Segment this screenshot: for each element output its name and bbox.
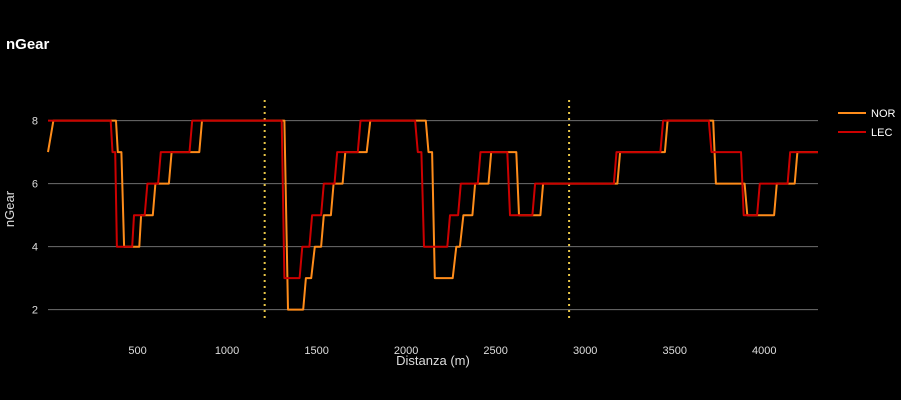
x-tick-label: 4000	[752, 345, 776, 357]
legend: NOR LEC	[838, 108, 896, 139]
series-lines	[47, 119, 818, 311]
x-tick-label: 1000	[215, 345, 239, 357]
y-axis-label: nGear	[2, 190, 17, 227]
x-tick-labels: 500 1000 1500 2000 2500 3000 3500 4000	[128, 345, 776, 357]
series-line-lec	[48, 119, 818, 280]
x-tick-label: 500	[128, 345, 146, 357]
y-tick-label: 6	[32, 179, 38, 191]
y-tick-label: 4	[32, 242, 38, 254]
x-tick-label: 1500	[304, 345, 328, 357]
vertical-marker-lines	[263, 100, 571, 321]
y-tick-label: 8	[32, 116, 38, 128]
legend-label-lec: LEC	[871, 127, 892, 139]
x-tick-label: 3500	[663, 345, 687, 357]
series-line-nor	[47, 119, 818, 311]
y-tick-labels: 2 4 6 8	[32, 116, 38, 317]
y-tick-label: 2	[32, 305, 38, 317]
x-tick-label: 2500	[483, 345, 507, 357]
chart-title: nGear	[6, 36, 50, 53]
legend-label-nor: NOR	[871, 108, 896, 120]
x-axis-label: Distanza (m)	[396, 353, 470, 368]
x-tick-label: 3000	[573, 345, 597, 357]
x-tick-label: 2000	[394, 345, 418, 357]
